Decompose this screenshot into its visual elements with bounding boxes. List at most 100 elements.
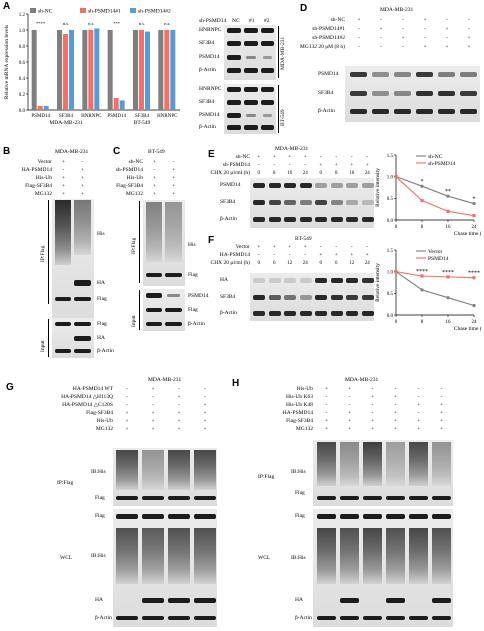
bar-chart-a: 0.0 0.2 0.4 0.6 0.8 1.0 1.2 Relative mRNA expre…: [4, 8, 180, 126]
condition-label: sh-PSMD14#2: [312, 35, 345, 41]
row-label-h-2: Flag: [295, 513, 305, 519]
condition-mark: -: [424, 27, 426, 32]
condition-mark: -: [440, 395, 443, 400]
data-point: [472, 201, 476, 206]
panel-letter-f: F: [208, 235, 215, 246]
bar: [139, 30, 144, 110]
condition-mark: +: [371, 419, 374, 424]
y-tick-label: 0.8: [19, 45, 26, 50]
band: [372, 91, 389, 96]
bar: [63, 34, 68, 110]
x-tick-label: HNRNPC: [81, 114, 102, 119]
condition-mark: -: [371, 403, 374, 408]
condition-mark: +: [325, 427, 328, 432]
condition-mark: +: [394, 427, 397, 432]
data-point: [420, 198, 424, 203]
condition-mark: 24: [302, 261, 308, 266]
condition-mark: -: [358, 27, 360, 32]
y-tick-label: 1.0: [387, 270, 394, 275]
condition-label: HA-PSMD14 △C120S: [62, 402, 113, 408]
panel-letter-a: A: [3, 1, 11, 12]
band: [346, 183, 358, 188]
band: [330, 311, 343, 316]
row-label-c-2: PSMD14: [188, 293, 209, 299]
panel-letter-b: B: [3, 146, 11, 157]
band: [168, 598, 190, 603]
x-tick-label: 8: [421, 225, 424, 230]
band: [116, 496, 138, 500]
blot-strip: [313, 440, 453, 506]
row-label-h-0: IB:His: [291, 469, 306, 475]
row-label-g-5: β-Actin: [95, 615, 112, 621]
condition-label: MG132: [125, 191, 143, 197]
bar: [94, 28, 100, 110]
y-tick-label: 0.2: [19, 93, 26, 98]
condition-mark: +: [272, 245, 276, 250]
band: [268, 217, 281, 222]
band: [299, 295, 312, 300]
condition-mark: -: [380, 18, 382, 23]
data-point: [394, 270, 398, 274]
band: [315, 278, 327, 283]
condition-mark: +: [401, 36, 405, 41]
bar: [88, 30, 94, 110]
band: [386, 496, 405, 500]
condition-mark: -: [178, 403, 180, 408]
cell-label-e: MDA-MB-231: [275, 146, 309, 152]
band: [409, 514, 428, 519]
smear: [409, 442, 428, 486]
data-point: [420, 274, 424, 278]
condition-mark: +: [379, 27, 383, 32]
bar: [57, 30, 62, 110]
condition-mark: +: [350, 163, 354, 168]
condition-mark: +: [417, 403, 420, 408]
condition-mark: +: [177, 419, 181, 424]
smear: [146, 202, 162, 262]
band: [268, 295, 281, 300]
band: [330, 183, 343, 188]
band: [409, 616, 428, 620]
condition-mark: -: [424, 36, 426, 41]
band: [438, 91, 455, 96]
group-label: MDA-MB-231: [49, 120, 83, 126]
condition-mark: -: [358, 36, 360, 41]
condition-mark: +: [125, 427, 129, 432]
condition-mark: +: [125, 419, 129, 424]
y-tick-label: 0.0: [387, 314, 394, 319]
condition-mark: +: [81, 184, 84, 189]
smear: [165, 202, 182, 262]
row-label-a-6: PSMD14: [199, 112, 220, 118]
condition-mark: +: [203, 411, 207, 416]
condition-mark: -: [446, 18, 448, 23]
condition-mark: -: [394, 387, 397, 392]
cell-label-g: MDA-MB-231: [148, 377, 182, 383]
bar: [113, 98, 119, 110]
condition-mark: +: [62, 176, 65, 181]
band: [363, 514, 382, 519]
cell-label-f: BT-549: [295, 236, 312, 242]
condition-label: MG132: [295, 426, 313, 432]
condition-label: sh-NC: [235, 154, 250, 160]
condition-mark: -: [304, 163, 307, 168]
condition-label: sh-NC: [330, 17, 345, 23]
band: [416, 109, 433, 114]
band: [268, 200, 281, 205]
band: [346, 278, 358, 283]
bar: [31, 30, 37, 110]
condition-mark: +: [371, 395, 374, 400]
panel-letter-e: E: [208, 149, 215, 160]
x-tick-label: SF3B4: [59, 114, 73, 119]
smear: [194, 528, 216, 584]
data-point: [394, 175, 398, 179]
band: [268, 183, 281, 188]
condition-mark: +: [203, 403, 207, 408]
row-label-a-7: β-Actin: [199, 124, 216, 130]
condition-mark: +: [153, 184, 156, 189]
row-label-g-0: IB:His: [91, 469, 106, 475]
y-tick-label: 0.5: [387, 292, 394, 297]
condition-label: Flag-SF3B4: [86, 410, 113, 416]
condition-mark: -: [126, 387, 128, 392]
bar: [158, 30, 164, 110]
legend-label: sh-PSMD14: [428, 161, 455, 167]
